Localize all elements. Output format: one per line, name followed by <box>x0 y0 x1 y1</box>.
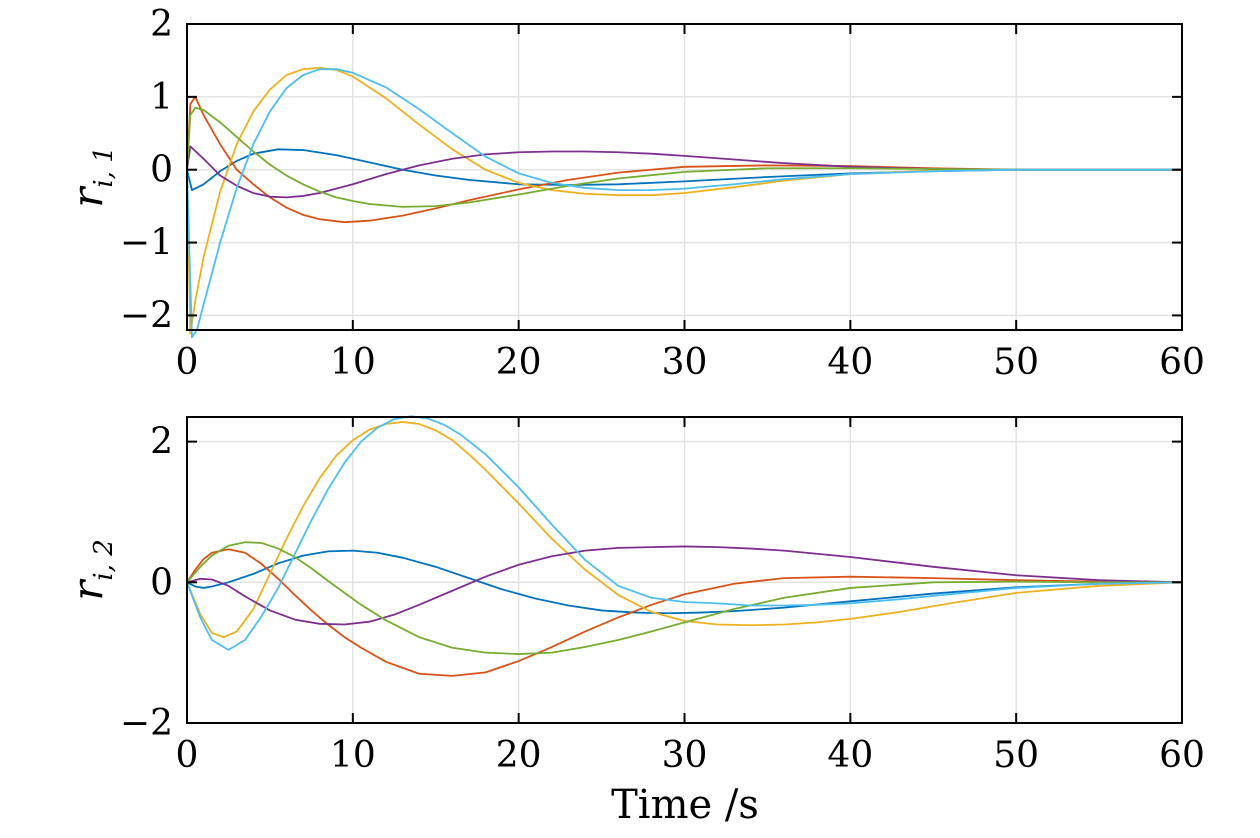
x-tick-label: 0 <box>176 735 199 776</box>
top-plot-ylabel-base: r <box>63 185 112 208</box>
x-tick-label: 0 <box>176 342 199 383</box>
bottom-plot-series <box>186 415 1183 677</box>
x-tick-label: 60 <box>1159 342 1205 383</box>
bottom-plot-ticks: 0 10 20 30 40 50 60−202 <box>120 417 1205 776</box>
x-tick-label: 40 <box>827 342 873 383</box>
y-tick-label: 0 <box>150 150 173 191</box>
top-plot-ticks: 0 10 20 30 40 50 60 −2 −1 0 1 2 <box>120 4 1205 383</box>
series-line-3 <box>186 66 1182 335</box>
series-line-6 <box>186 68 1182 339</box>
y-tick-label: −2 <box>120 295 173 336</box>
bottom-plot-ylabel-base: r <box>63 578 112 601</box>
x-tick-label: 30 <box>662 342 708 383</box>
series-line-6 <box>186 415 1183 651</box>
series-line-5 <box>186 541 1182 655</box>
top-plot: 0 10 20 30 40 50 60 −2 −1 0 1 2 ri, 1 <box>63 4 1205 383</box>
bottom-plot-ylabel: ri, 2 <box>63 539 119 600</box>
x-tick-label: 40 <box>827 735 873 776</box>
x-tick-label: 30 <box>662 735 708 776</box>
x-tick-label: 50 <box>993 342 1039 383</box>
y-tick-label: 2 <box>150 4 173 45</box>
y-tick-label: −2 <box>120 703 173 744</box>
y-tick-label: −1 <box>120 223 173 264</box>
x-axis-label: Time /s <box>611 782 759 828</box>
x-tick-label: 20 <box>496 342 542 383</box>
top-plot-ylabel: ri, 1 <box>63 146 119 207</box>
x-tick-label: 60 <box>1159 735 1205 776</box>
series-line-5 <box>186 106 1182 208</box>
top-plot-ylabel-sub: i, 1 <box>89 146 119 187</box>
series-line-4 <box>186 145 1182 199</box>
bottom-plot: 0 10 20 30 40 50 60−202 ri, 2 Time /s <box>63 415 1205 828</box>
series-line-4 <box>186 545 1183 626</box>
bottom-plot-ylabel-sub: i, 2 <box>89 539 119 580</box>
y-tick-label: 0 <box>150 562 173 603</box>
x-tick-label: 50 <box>993 735 1039 776</box>
series-line-3 <box>186 421 1183 639</box>
top-plot-series <box>186 66 1182 339</box>
series-line-2 <box>186 548 1183 677</box>
y-tick-label: 1 <box>150 77 173 118</box>
x-tick-label: 20 <box>496 735 542 776</box>
x-tick-label: 10 <box>330 735 376 776</box>
y-tick-label: 2 <box>150 422 173 463</box>
x-tick-label: 10 <box>330 342 376 383</box>
